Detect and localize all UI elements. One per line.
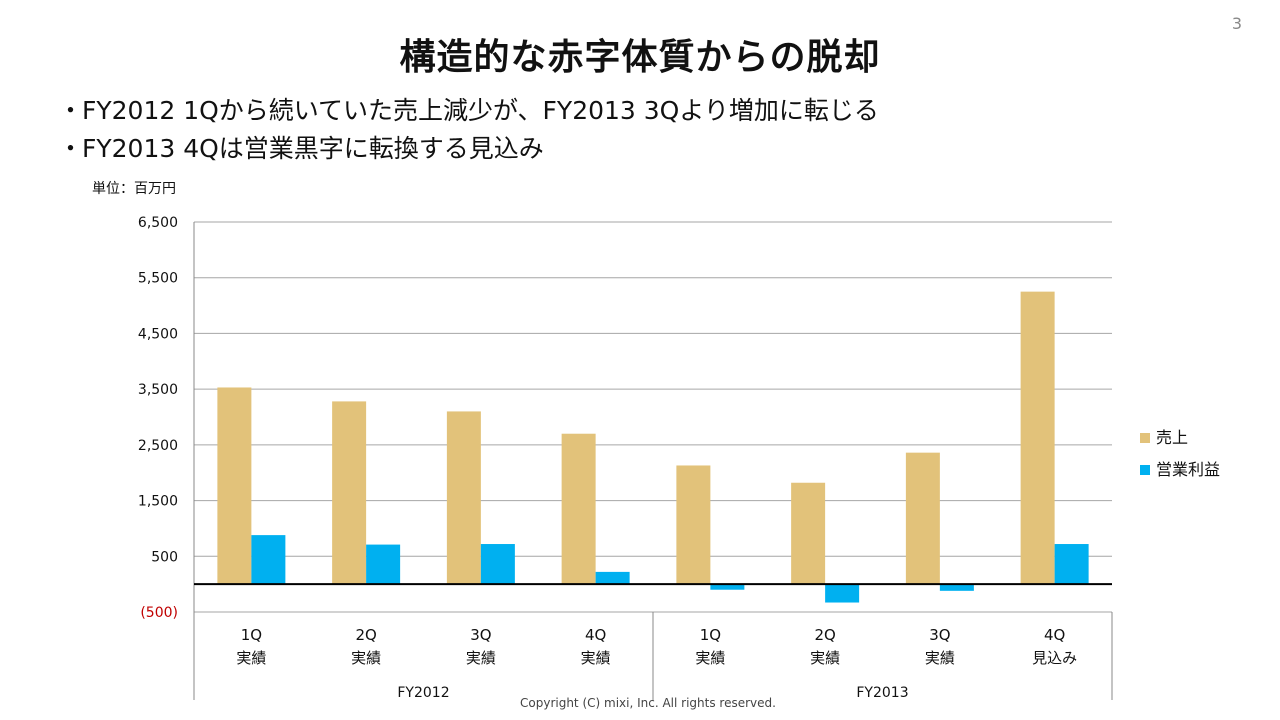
bullet-text: FY2012 1Qから続いていた売上減少が、FY2013 3Qより増加に転じる — [82, 96, 879, 125]
bar-sales — [217, 387, 252, 585]
x-tick-sublabel: 実績 — [695, 649, 725, 667]
x-tick-label: 3Q — [929, 626, 950, 644]
legend-swatch — [1140, 465, 1150, 475]
x-tick-sublabel: 見込み — [1032, 649, 1077, 667]
y-tick-label: 2,500 — [138, 438, 178, 454]
bar-operating-income — [480, 544, 515, 585]
legend-label: 売上 — [1156, 428, 1188, 447]
bar-sales — [1020, 291, 1055, 585]
bar-operating-income — [939, 584, 974, 591]
x-tick-label: 2Q — [355, 626, 376, 644]
x-tick-label: 2Q — [814, 626, 835, 644]
legend-swatch — [1140, 433, 1150, 443]
slide-title: 構造的な赤字体質からの脱却 — [399, 37, 881, 78]
bullet-item: ・FY2012 1Qから続いていた売上減少が、FY2013 3Qより増加に転じる — [58, 92, 879, 130]
x-tick-label: 3Q — [470, 626, 491, 644]
bar-sales — [446, 411, 481, 585]
bullet-marker: ・ — [58, 134, 84, 163]
x-tick-sublabel: 実績 — [466, 649, 496, 667]
page-number: 3 — [1231, 14, 1242, 33]
bullet-item: ・FY2013 4Qは営業黒字に転換する見込み — [58, 130, 879, 168]
bullet-marker: ・ — [58, 96, 84, 125]
copyright-notice: Copyright (C) mixi, Inc. All rights rese… — [520, 696, 776, 710]
bullet-list: ・FY2012 1Qから続いていた売上減少が、FY2013 3Qより増加に転じる… — [58, 92, 879, 168]
x-tick-label: 4Q — [1044, 626, 1065, 644]
y-tick-label: 4,500 — [138, 326, 178, 342]
y-tick-label: (500) — [140, 605, 178, 621]
bar-sales — [676, 465, 711, 585]
y-tick-label: 5,500 — [138, 271, 178, 287]
bar-operating-income — [1054, 544, 1089, 585]
x-tick-label: 4Q — [585, 626, 606, 644]
x-tick-sublabel: 実績 — [236, 649, 266, 667]
x-group-label: FY2012 — [397, 685, 449, 701]
x-tick-sublabel: 実績 — [581, 649, 611, 667]
bar-operating-income — [710, 584, 745, 590]
y-tick-label: 500 — [151, 549, 178, 565]
y-tick-label: 6,500 — [138, 215, 178, 231]
unit-label: 単位：百万円 — [92, 181, 176, 197]
legend-label: 営業利益 — [1156, 460, 1220, 479]
bar-operating-income — [251, 535, 286, 585]
bar-sales — [905, 452, 940, 585]
x-tick-sublabel: 実績 — [810, 649, 840, 667]
bar-operating-income — [595, 571, 630, 585]
x-tick-sublabel: 実績 — [351, 649, 381, 667]
bar-sales — [332, 401, 367, 585]
x-group-label: FY2013 — [856, 685, 908, 701]
x-tick-label: 1Q — [700, 626, 721, 644]
x-tick-sublabel: 実績 — [925, 649, 955, 667]
bar-sales — [791, 482, 826, 585]
bullet-text: FY2013 4Qは営業黒字に転換する見込み — [82, 134, 544, 163]
bar-operating-income — [366, 544, 401, 585]
bar-operating-income — [825, 584, 860, 603]
x-tick-label: 1Q — [241, 626, 262, 644]
bar-sales — [561, 433, 596, 585]
y-tick-label: 1,500 — [138, 494, 178, 510]
y-tick-label: 3,500 — [138, 382, 178, 398]
